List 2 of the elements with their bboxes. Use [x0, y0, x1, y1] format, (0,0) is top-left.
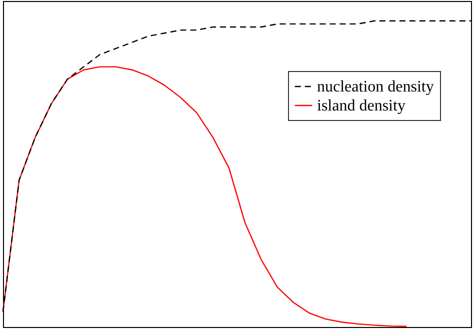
legend-label: nucleation density — [317, 78, 434, 96]
legend-label: island density — [317, 98, 406, 114]
